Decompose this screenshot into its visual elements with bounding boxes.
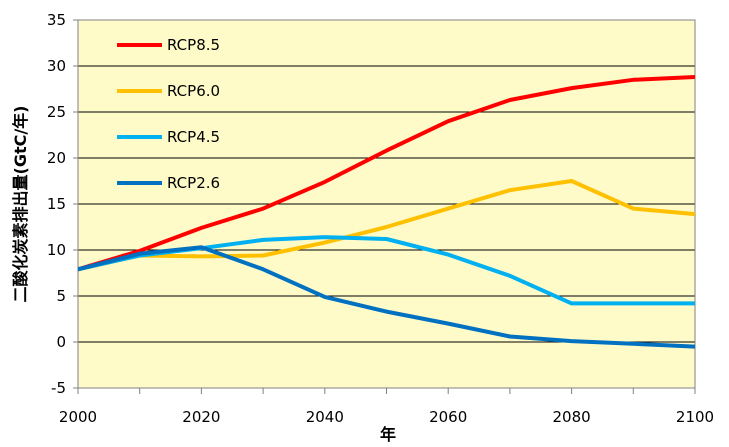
y-tick-label: 30 xyxy=(47,57,66,75)
y-tick-label: 15 xyxy=(47,195,66,213)
y-axis-ticks: -5 0 5 10 15 20 25 30 35 xyxy=(47,11,78,397)
legend-label: RCP8.5 xyxy=(167,36,220,54)
y-tick-label: 20 xyxy=(47,149,66,167)
x-tick-label: 2000 xyxy=(59,408,97,426)
series-line-rcp6-0 xyxy=(77,179,696,272)
y-tick-label: 10 xyxy=(47,241,66,259)
legend-label: RCP6.0 xyxy=(167,82,220,100)
y-axis-label: 二酸化炭素排出量(GtC/年) xyxy=(11,106,30,303)
y-tick-label: -5 xyxy=(51,379,66,397)
y-tick-label: 5 xyxy=(56,287,66,305)
y-tick-label: 25 xyxy=(47,103,66,121)
legend: RCP8.5 RCP6.0 RCP4.5 RCP2.6 xyxy=(117,36,220,192)
legend-label: RCP2.6 xyxy=(167,174,220,192)
x-axis-ticks: 2000 2020 2040 2060 2080 2100 xyxy=(59,388,714,426)
legend-label: RCP4.5 xyxy=(167,128,220,146)
y-tick-label: 35 xyxy=(47,11,66,29)
y-tick-label: 0 xyxy=(56,333,66,351)
series-lines xyxy=(77,75,696,349)
x-tick-label: 2080 xyxy=(553,408,591,426)
x-tick-label: 2040 xyxy=(306,408,344,426)
x-tick-label: 2060 xyxy=(429,408,467,426)
x-axis-label: 年 xyxy=(380,425,396,444)
series-line-rcp2-6 xyxy=(77,245,696,349)
series-line-rcp8-5 xyxy=(77,75,696,272)
x-tick-label: 2020 xyxy=(182,408,220,426)
x-tick-label: 2100 xyxy=(676,408,714,426)
